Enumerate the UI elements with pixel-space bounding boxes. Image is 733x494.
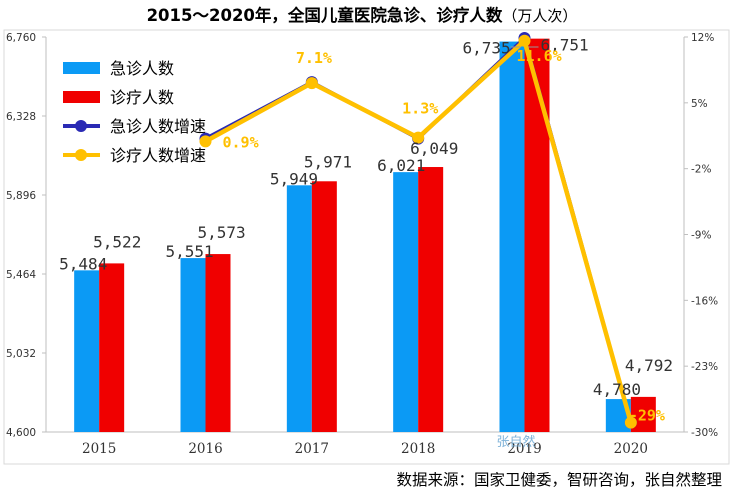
legend-swatch-marker [75,149,87,161]
emergency-bar [74,270,100,432]
bars [74,38,656,433]
emergency-value-label: 5,949 [270,169,318,188]
x-tick-label: 2017 [295,441,329,457]
y-right-tick-label: -30% [691,427,718,439]
treatment-value-label: 4,792 [625,356,673,375]
watermark: 张自然 [496,434,535,450]
treatment-growth-point [305,77,318,90]
treatment-growth-label: 0.9% [223,133,259,151]
emergency-value-label: 5,551 [166,242,214,261]
treatment-growth-point [518,34,531,47]
y-left-tick-label: 5,032 [6,348,36,360]
treatment-growth-point [624,416,637,429]
chart-title: 2015～2020年，全国儿童医院急诊、诊疗人数（万人次） [147,5,578,25]
legend-label: 急诊人数 [110,59,174,78]
x-tick-label: 2020 [614,441,648,457]
legend-label: 诊疗人数增速 [110,146,206,165]
y-left-tick-label: 6,328 [6,111,36,123]
source-note: 数据来源：国家卫健委，智研咨询，张自然整理 [396,471,722,489]
x-tick-label: 2016 [188,441,222,457]
treatment-growth-label: 11.6% [517,47,562,65]
treatment-bar [205,254,231,432]
y-left-tick-label: 4,600 [6,427,36,439]
emergency-value-label: 4,780 [593,380,641,399]
y-left-tick-label: 5,896 [6,190,36,202]
legend-swatch [63,91,100,103]
treatment-growth-label: -29% [629,407,665,425]
y-right-tick-label: -9% [691,230,711,242]
emergency-bar [393,172,419,432]
treatment-bar [418,167,444,433]
legend-swatch-marker [75,120,87,132]
y-left-tick-label: 5,464 [6,269,36,281]
legend-label: 急诊人数增速 [110,117,206,136]
treatment-bar [99,263,125,432]
chart-title-main: 2015～2020年，全国儿童医院急诊、诊疗人数 [147,5,503,25]
legend-label: 诊疗人数 [110,88,174,107]
emergency-bar [286,185,312,432]
emergency-bar [499,41,525,433]
treatment-value-label: 5,971 [304,152,352,171]
axes: 4,600 5,032 5,464 5,896 6,328 6,760 -30% -23% -1… [6,32,718,457]
y-right-tick-label: -16% [691,295,718,307]
chart-frame [3,29,730,465]
x-tick-label: 2015 [82,441,116,457]
y-right-tick-label: 5% [691,98,708,110]
data-labels: 5,484 5,551 5,949 6,021 6,735 4,780 5,522 5,573… [59,36,673,425]
x-tick-label: 2018 [401,441,435,457]
growth-lines [199,31,637,429]
treatment-growth-label: 7.1% [296,49,332,67]
treatment-value-label: 6,049 [410,139,458,158]
treatment-value-label: 6,751 [541,36,589,55]
chart-title-unit: （万人次） [502,7,577,25]
treatment-growth-label: 1.3% [402,100,438,118]
y-right-tick-label: -2% [691,164,711,176]
treatment-growth-point [199,135,212,148]
treatment-bar [311,181,337,432]
y-left-tick-label: 6,760 [6,32,36,44]
emergency-value-label: 6,735 [463,39,511,58]
treatment-value-label: 5,573 [198,223,246,242]
treatment-growth-point [412,131,425,144]
treatment-value-label: 5,522 [93,232,141,251]
emergency-value-label: 6,021 [377,156,425,175]
emergency-bar [180,258,206,432]
y-right-tick-label: 12% [691,32,714,44]
legend-swatch [63,62,100,74]
x-tick-label: 2019 [507,441,541,457]
y-right-tick-label: -23% [691,361,718,373]
emergency-value-label: 5,484 [59,254,107,273]
treatment-bar [524,38,550,432]
